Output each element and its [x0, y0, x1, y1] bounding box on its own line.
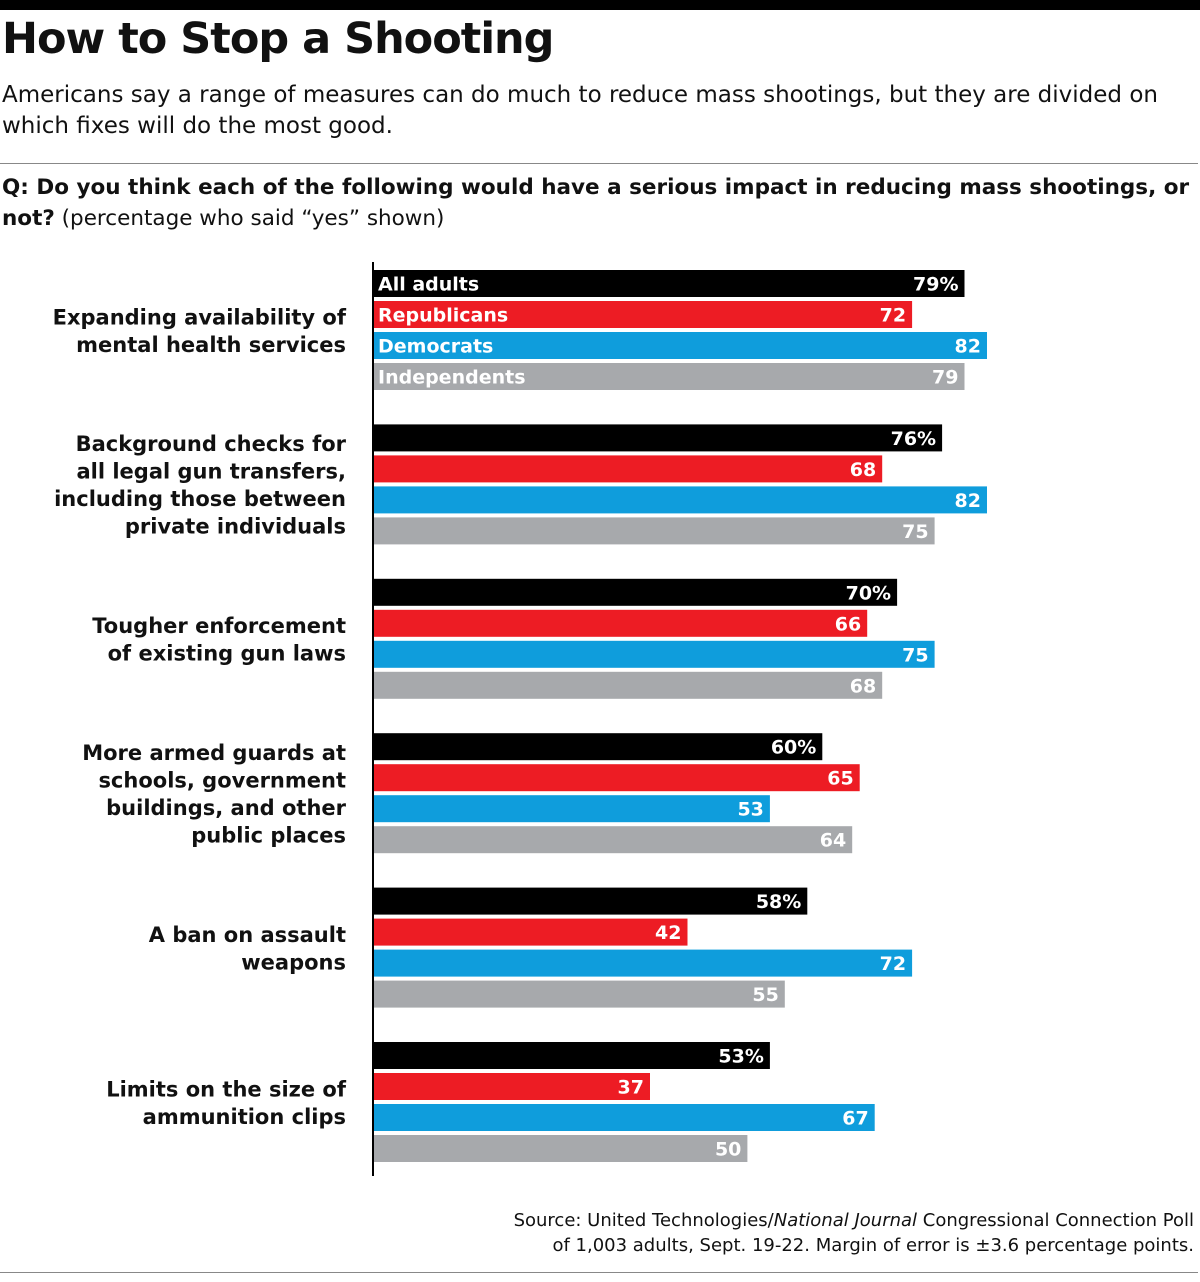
category-label: More armed guards at	[82, 741, 346, 765]
category-label: private individuals	[125, 515, 346, 539]
data-label: 53%	[718, 1046, 763, 1068]
bar	[373, 609, 868, 637]
bar	[373, 486, 987, 514]
data-label: 65	[827, 768, 853, 790]
data-label: 64	[820, 830, 846, 852]
bar	[373, 764, 860, 792]
data-label: 70%	[846, 582, 891, 604]
data-label: 75	[902, 521, 928, 543]
data-label: 68	[850, 459, 876, 481]
bar	[373, 1104, 875, 1131]
category-label: ammunition clips	[143, 1105, 346, 1129]
bar	[373, 578, 898, 606]
data-label: 58%	[756, 891, 801, 913]
category-label: public places	[191, 824, 346, 848]
data-label: 79	[932, 367, 958, 389]
bar	[373, 301, 913, 328]
bar	[373, 1135, 748, 1162]
category-label: of existing gun laws	[108, 642, 346, 666]
bar	[373, 795, 770, 823]
top-rule-bar	[0, 0, 1200, 10]
chart-title: How to Stop a Shooting	[2, 14, 554, 64]
data-label: 72	[880, 305, 906, 327]
data-label: 66	[835, 613, 861, 635]
bar	[373, 949, 913, 977]
bar	[373, 671, 883, 699]
source-publication: National Journal	[773, 1210, 918, 1231]
category-label: Tougher enforcement	[92, 614, 346, 638]
source-note: Source: United Technologies/National Jou…	[294, 1208, 1194, 1258]
data-label: 82	[955, 336, 981, 358]
legend-label: Democrats	[378, 336, 493, 358]
bar	[373, 424, 943, 452]
source-text-line2: of 1,003 adults, Sept. 19-22. Margin of …	[552, 1235, 1194, 1256]
category-label: A ban on assault	[149, 923, 346, 947]
survey-question: Q: Do you think each of the following wo…	[2, 172, 1198, 234]
category-label: schools, government	[98, 769, 346, 793]
question-text: Q: Do you think each of the following wo…	[2, 175, 1190, 231]
source-text-b: Congressional Connection Poll	[917, 1210, 1194, 1231]
bar	[373, 640, 935, 668]
data-label: 67	[842, 1108, 868, 1130]
bar	[373, 1073, 650, 1100]
data-label: 50	[715, 1139, 741, 1161]
category-label: Background checks for	[76, 432, 347, 456]
bar	[373, 455, 883, 483]
data-label: 72	[880, 953, 906, 975]
bar	[373, 980, 785, 1008]
data-label: 76%	[891, 428, 936, 450]
question-note: (percentage who said “yes” shown)	[61, 206, 445, 231]
data-label: 53	[737, 799, 763, 821]
data-label: 79%	[913, 274, 958, 296]
divider-top	[0, 163, 1198, 164]
data-label: 75	[902, 644, 928, 666]
legend-label: All adults	[378, 274, 479, 296]
data-label: 55	[752, 984, 778, 1006]
data-label: 68	[850, 675, 876, 697]
legend-label: Independents	[378, 367, 526, 389]
category-label: Limits on the size of	[106, 1077, 347, 1101]
data-label: 37	[618, 1077, 644, 1099]
chart-subtitle: Americans say a range of measures can do…	[2, 82, 1158, 139]
data-label: 82	[955, 490, 981, 512]
bar	[373, 1042, 770, 1069]
category-label: all legal gun transfers,	[76, 460, 346, 484]
bar	[373, 517, 935, 545]
category-label: buildings, and other	[106, 796, 347, 820]
category-label: Expanding availability of	[53, 305, 347, 329]
bar	[373, 826, 853, 854]
category-label: including those between	[54, 487, 346, 511]
bar	[373, 332, 987, 359]
bar	[373, 887, 808, 915]
divider-bottom	[0, 1272, 1198, 1273]
bar	[373, 918, 688, 946]
legend-label: Republicans	[378, 305, 508, 327]
data-label: 42	[655, 922, 681, 944]
bar	[373, 270, 965, 297]
source-text-a: Source: United Technologies/	[513, 1210, 774, 1231]
bar-chart: Expanding availability of mental health s…	[53, 262, 987, 1176]
data-label: 60%	[771, 737, 816, 759]
category-label: weapons	[241, 950, 346, 974]
bar	[373, 733, 823, 761]
category-label: mental health services	[76, 333, 346, 357]
bar	[373, 363, 965, 390]
